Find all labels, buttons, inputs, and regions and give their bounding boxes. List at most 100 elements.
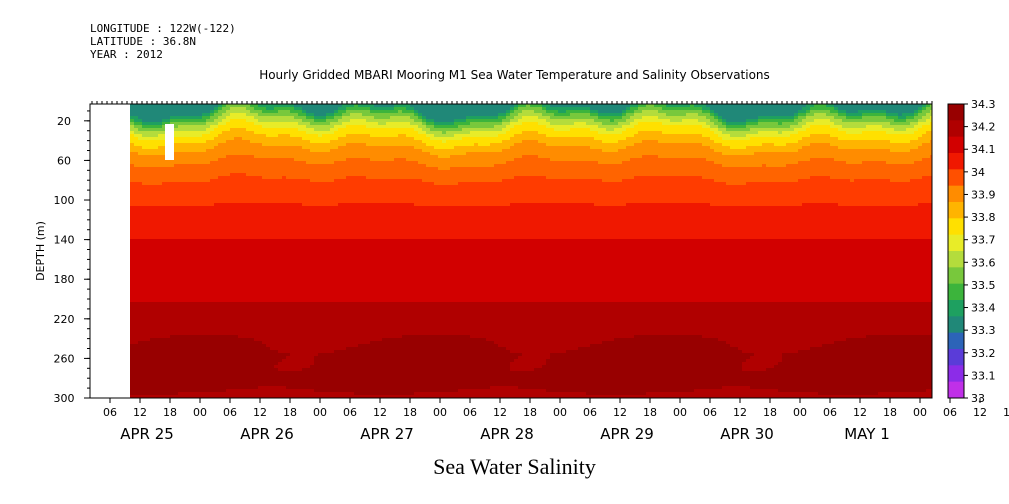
heatmap-cell: [130, 335, 135, 339]
heatmap-cell: [158, 218, 163, 222]
heatmap-cell: [274, 173, 279, 177]
heatmap-cell: [222, 209, 227, 213]
heatmap-cell: [242, 371, 247, 375]
heatmap-cell: [234, 323, 239, 327]
heatmap-cell: [294, 170, 299, 174]
heatmap-cell: [230, 362, 235, 366]
heatmap-cell: [146, 215, 151, 219]
heatmap-cell: [234, 308, 239, 312]
heatmap-cell: [254, 113, 259, 117]
heatmap-cell: [154, 167, 159, 171]
heatmap-cell: [170, 185, 175, 189]
heatmap-cell: [222, 350, 227, 354]
heatmap-cell: [282, 353, 287, 357]
heatmap-cell: [210, 200, 215, 204]
heatmap-cell: [162, 125, 167, 129]
heatmap-cell: [258, 119, 263, 123]
heatmap-cell: [198, 350, 203, 354]
heatmap-cell: [250, 215, 255, 219]
heatmap-cell: [206, 155, 211, 159]
heatmap-cell: [246, 320, 251, 324]
heatmap-cell: [326, 158, 331, 162]
heatmap-cell: [286, 335, 291, 339]
heatmap-cell: [138, 215, 143, 219]
heatmap-cell: [134, 269, 139, 273]
heatmap-cell: [286, 248, 291, 252]
heatmap-cell: [218, 185, 223, 189]
heatmap-cell: [306, 167, 311, 171]
heatmap-cell: [178, 104, 183, 108]
heatmap-cell: [222, 278, 227, 282]
heatmap-cell: [190, 374, 195, 378]
heatmap-cell: [282, 242, 287, 246]
heatmap-cell: [314, 158, 319, 162]
heatmap-cell: [262, 314, 267, 318]
heatmap-cell: [282, 260, 287, 264]
heatmap-cell: [222, 185, 227, 189]
heatmap-cell: [306, 218, 311, 222]
heatmap-cell: [254, 188, 259, 192]
heatmap-cell: [310, 197, 315, 201]
heatmap-cell: [318, 338, 323, 342]
heatmap-cell: [290, 320, 295, 324]
heatmap-cell: [170, 386, 175, 390]
heatmap-cell: [130, 332, 135, 336]
heatmap-cell: [154, 395, 159, 398]
heatmap-cell: [158, 368, 163, 372]
heatmap-cell: [130, 161, 135, 165]
heatmap-cell: [302, 329, 307, 333]
heatmap-cell: [162, 335, 167, 339]
heatmap-cell: [318, 374, 323, 378]
heatmap-cell: [178, 197, 183, 201]
heatmap-cell: [306, 185, 311, 189]
heatmap-cell: [130, 251, 135, 255]
heatmap-cell: [234, 227, 239, 231]
heatmap-cell: [210, 365, 215, 369]
heatmap-cell: [286, 368, 291, 372]
heatmap-cell: [154, 368, 159, 372]
heatmap-cell: [250, 356, 255, 360]
heatmap-cell: [230, 317, 235, 321]
heatmap-cell: [234, 107, 239, 111]
heatmap-cell: [154, 164, 159, 168]
heatmap-cell: [198, 137, 203, 141]
heatmap-cell: [286, 194, 291, 198]
heatmap-cell: [318, 332, 323, 336]
heatmap-cell: [298, 377, 303, 381]
heatmap-cell: [230, 272, 235, 276]
heatmap-cell: [262, 305, 267, 309]
heatmap-cell: [170, 305, 175, 309]
heatmap-cell: [330, 104, 335, 108]
heatmap-cell: [310, 281, 315, 285]
heatmap-cell: [194, 356, 199, 360]
heatmap-cell: [174, 371, 179, 375]
heatmap-cell: [190, 296, 195, 300]
heatmap-cell: [222, 218, 227, 222]
heatmap-cell: [322, 347, 327, 351]
heatmap-cell: [162, 215, 167, 219]
heatmap-cell: [186, 140, 191, 144]
heatmap-cell: [238, 233, 243, 237]
heatmap-cell: [186, 371, 191, 375]
heatmap-cell: [186, 377, 191, 381]
heatmap-cell: [146, 224, 151, 228]
heatmap-cell: [326, 218, 331, 222]
heatmap-cell: [170, 272, 175, 276]
heatmap-cell: [302, 173, 307, 177]
heatmap-cell: [286, 170, 291, 174]
heatmap-cell: [182, 263, 187, 267]
heatmap-cell: [314, 320, 319, 324]
heatmap-cell: [314, 383, 319, 387]
heatmap-cell: [286, 365, 291, 369]
heatmap-cell: [242, 395, 247, 398]
heatmap-cell: [322, 137, 327, 141]
heatmap-cell: [238, 206, 243, 210]
heatmap-cell: [210, 167, 215, 171]
heatmap-cell: [162, 353, 167, 357]
heatmap-cell: [154, 293, 159, 297]
heatmap-cell: [186, 326, 191, 330]
heatmap-cell: [130, 263, 135, 267]
heatmap-cell: [294, 359, 299, 363]
heatmap-cell: [314, 269, 319, 273]
heatmap-cell: [162, 194, 167, 198]
